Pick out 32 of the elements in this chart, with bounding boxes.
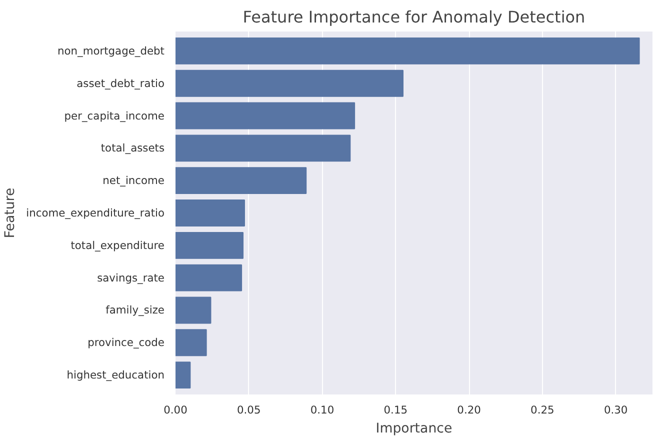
bar [176,232,244,259]
y-tick-label: non_mortgage_debt [57,44,165,58]
bar [176,167,307,194]
bar [176,102,356,130]
y-tick-label: highest_education [66,368,165,382]
y-tick-label: per_capita_income [64,109,165,122]
x-tick-label: 0.20 [457,404,482,416]
bar [176,134,351,162]
x-tick-label: 0.05 [237,404,261,416]
y-tick-label: province_code [88,336,165,350]
y-tick-label: total_expenditure [70,238,165,252]
bar [176,329,207,356]
y-tick-label: family_size [106,304,165,317]
y-tick-label: asset_debt_ratio [76,76,165,90]
y-tick-label: income_expenditure_ratio [26,206,165,220]
bar [176,200,245,226]
bar [176,70,404,97]
x-tick-label: 0.10 [310,404,334,416]
x-axis-title: Importance [376,422,452,436]
y-tick-label: net_income [102,174,165,188]
bar [176,362,191,389]
bar [176,264,242,292]
chart-title: Feature Importance for Anomaly Detection [242,8,586,26]
y-tick-label: total_assets [100,142,165,155]
x-tick-label: 0.30 [604,404,628,416]
x-tick-label: 0.25 [530,404,554,416]
x-tick-label: 0.00 [164,404,188,416]
y-axis-title: Feature [3,188,18,238]
x-tick-label: 0.15 [384,404,408,416]
y-tick-label: savings_rate [97,271,165,284]
bar [176,296,212,324]
bar [176,37,640,64]
